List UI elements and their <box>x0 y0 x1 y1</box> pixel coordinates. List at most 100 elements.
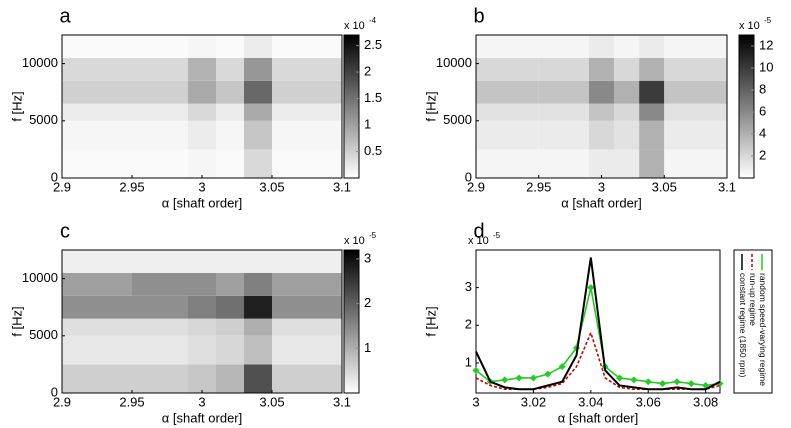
heatmap-cell <box>188 318 216 336</box>
heatmap-cell <box>62 149 132 178</box>
heatmap-cell <box>216 364 244 393</box>
heatmap-cell <box>216 120 244 150</box>
heatmap-cell <box>476 80 539 104</box>
heatmap-cell <box>132 35 188 58</box>
heatmap-cell <box>62 250 132 273</box>
series-line <box>475 257 721 391</box>
heatmap-cell <box>188 272 216 296</box>
y-axis-label: f [Hz] <box>9 91 24 121</box>
y-tick-label: 0 <box>465 169 472 184</box>
panel-label: c <box>60 220 70 242</box>
heatmap-cell <box>188 57 216 81</box>
heatmap-cell <box>216 272 244 296</box>
heatmap-cell <box>132 103 188 121</box>
x-tick-label: 3.02 <box>521 394 546 409</box>
y-tick-label: 0 <box>51 169 58 184</box>
heatmap-cell <box>272 80 342 104</box>
heatmap-cell <box>188 120 216 150</box>
heatmap-cell <box>538 80 589 104</box>
colorbar-tick-label: 2 <box>759 147 766 162</box>
heatmap-cell <box>664 57 727 81</box>
heatmap-cell <box>244 295 272 319</box>
colorbar-tick-label: 3 <box>364 250 371 265</box>
heatmap-cell <box>216 57 244 81</box>
colorbar-tick-label: 1.5 <box>364 90 382 105</box>
x-tick-label: 3.08 <box>693 394 718 409</box>
x-axis-label: α [shaft order] <box>561 195 642 210</box>
colorbar-scale: x 10 <box>344 235 365 247</box>
heatmap-cell <box>216 103 244 121</box>
legend-label: random speed-varying regime <box>758 273 768 386</box>
series-marker <box>529 374 537 382</box>
heatmap-cell <box>62 295 132 319</box>
y-axis-label: f [Hz] <box>423 306 438 336</box>
y-tick-label: 2 <box>465 317 472 332</box>
heatmap-cell <box>244 335 272 365</box>
series-marker <box>630 376 638 384</box>
series-marker <box>544 370 552 378</box>
y-tick-label: 10000 <box>22 270 58 285</box>
x-tick-label: 3.1 <box>718 179 736 194</box>
series-marker <box>558 363 566 371</box>
series-marker <box>616 374 624 382</box>
heatmap-cell <box>538 57 589 81</box>
heatmap-cell <box>216 149 244 178</box>
heatmap-cell <box>216 318 244 336</box>
series-marker <box>501 376 509 384</box>
series-line <box>475 330 721 391</box>
heatmap-cell <box>272 364 342 393</box>
colorbar-tick-label: 6 <box>759 103 766 118</box>
colorbar-tick-label: 4 <box>759 125 766 140</box>
heatmap-cell <box>244 250 272 273</box>
colorbar-exponent: -5 <box>369 231 377 240</box>
x-tick-label: 3.05 <box>259 394 284 409</box>
colorbar-tick-label: 10 <box>759 59 773 74</box>
heatmap-cell <box>664 120 727 150</box>
heatmap-cell <box>188 295 216 319</box>
x-tick-label: 3 <box>598 179 605 194</box>
heatmap-cell <box>272 103 342 121</box>
heatmap-cell <box>244 103 272 121</box>
heatmap-cell <box>664 35 727 58</box>
heatmap-cell <box>132 335 188 365</box>
panel-label: d <box>473 220 484 242</box>
heatmap-cell <box>244 272 272 296</box>
y-axis-label: f [Hz] <box>423 91 438 121</box>
heatmap-cell <box>476 103 539 121</box>
heatmap-cell <box>538 120 589 150</box>
y-tick-label: 3 <box>465 279 472 294</box>
heatmap-cell <box>216 295 244 319</box>
series-marker <box>587 284 595 292</box>
heatmap-cell <box>476 120 539 150</box>
heatmap-cell <box>62 335 132 365</box>
colorbar <box>738 34 755 179</box>
heatmap-cell <box>244 364 272 393</box>
colorbar-exponent: -5 <box>764 16 772 25</box>
heatmap-cell <box>639 120 665 150</box>
x-tick-label: 3 <box>198 179 205 194</box>
heatmap-cell <box>188 103 216 121</box>
series-marker <box>659 380 667 388</box>
heatmap-cell <box>188 35 216 58</box>
series-marker <box>673 378 681 386</box>
heatmap-cell <box>132 149 188 178</box>
heatmap-cell <box>62 103 132 121</box>
heatmap-cell <box>272 35 342 58</box>
heatmap-cell <box>476 35 539 58</box>
heatmap-cell <box>538 103 589 121</box>
heatmap-cell <box>244 80 272 104</box>
heatmap-cell <box>639 149 665 178</box>
x-tick-label: 3.05 <box>259 179 284 194</box>
heatmap-cell <box>272 335 342 365</box>
x-tick-label: 3 <box>472 394 479 409</box>
heatmap-cell <box>588 35 615 58</box>
x-tick-label: 2.9 <box>53 179 71 194</box>
colorbar-tick-label: 2.5 <box>364 37 382 52</box>
heatmap-cell <box>132 295 188 319</box>
x-tick-label: 2.95 <box>119 179 144 194</box>
y-scale-exponent: -5 <box>493 231 501 240</box>
x-tick-label: 3.05 <box>652 179 677 194</box>
x-tick-label: 2.95 <box>119 394 144 409</box>
heatmap-cell <box>272 250 342 273</box>
